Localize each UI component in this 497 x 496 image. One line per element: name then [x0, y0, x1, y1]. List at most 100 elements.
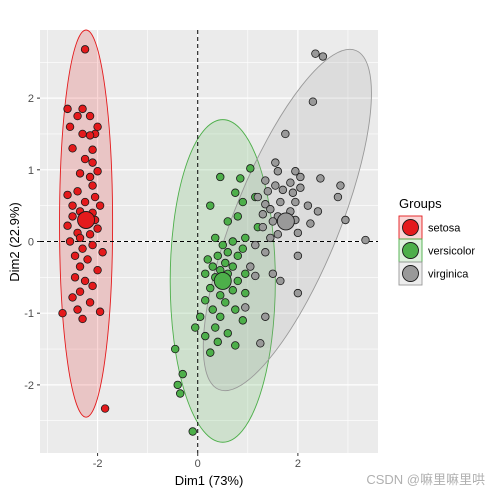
- point-virginica: [241, 303, 250, 312]
- point-virginica: [253, 192, 263, 202]
- point-virginica: [333, 192, 343, 202]
- point-versicolor: [201, 296, 210, 305]
- point-setosa: [100, 404, 110, 413]
- point-setosa: [93, 224, 102, 233]
- group-centroids: [77, 211, 295, 290]
- x-axis-title: Dim1 (73%): [175, 473, 244, 488]
- point-virginica: [306, 219, 315, 228]
- point-setosa: [78, 129, 87, 139]
- point-virginica: [296, 183, 305, 192]
- point-versicolor: [231, 305, 240, 314]
- point-versicolor: [206, 201, 215, 210]
- point-virginica: [271, 181, 280, 190]
- point-virginica: [261, 176, 270, 185]
- point-setosa: [75, 287, 85, 296]
- point-versicolor: [231, 341, 240, 350]
- point-virginica: [256, 339, 265, 348]
- point-virginica: [261, 200, 270, 209]
- legend-entries: setosa versicolor virginica: [398, 215, 475, 286]
- point-versicolor: [196, 312, 205, 321]
- point-versicolor: [236, 174, 245, 183]
- point-versicolor: [203, 255, 212, 264]
- point-versicolor: [211, 323, 220, 332]
- point-setosa: [90, 192, 100, 202]
- point-versicolor: [188, 427, 197, 436]
- point-setosa: [78, 244, 87, 253]
- point-versicolor: [206, 283, 215, 293]
- point-setosa: [68, 144, 77, 153]
- point-setosa: [93, 265, 102, 275]
- point-virginica: [273, 167, 283, 176]
- point-setosa: [80, 154, 90, 164]
- point-setosa: [70, 251, 80, 261]
- point-versicolor: [216, 172, 225, 182]
- point-versicolor: [218, 240, 227, 250]
- point-versicolor: [231, 188, 240, 197]
- point-setosa: [73, 305, 82, 314]
- point-versicolor: [233, 276, 242, 286]
- point-virginica: [246, 262, 255, 271]
- point-versicolor: [208, 305, 217, 314]
- point-virginica: [311, 49, 320, 58]
- point-virginica: [276, 197, 285, 207]
- point-virginica: [308, 97, 318, 106]
- point-versicolor: [191, 323, 200, 332]
- point-virginica: [278, 185, 288, 195]
- y-tick-label: -1: [24, 308, 34, 320]
- point-versicolor: [241, 269, 250, 278]
- point-setosa: [85, 230, 95, 239]
- point-virginica: [303, 201, 313, 210]
- point-virginica: [251, 240, 260, 250]
- point-virginica: [291, 167, 300, 176]
- point-virginica: [318, 52, 328, 61]
- point-versicolor: [170, 344, 180, 354]
- legend-label-setosa: setosa: [428, 223, 461, 235]
- point-setosa: [80, 45, 90, 54]
- point-versicolor: [213, 337, 222, 347]
- y-tick-label: 0: [28, 237, 34, 249]
- point-setosa: [68, 212, 77, 221]
- point-versicolor: [238, 197, 247, 207]
- point-virginica: [258, 210, 268, 219]
- point-setosa: [88, 145, 97, 154]
- point-versicolor: [221, 298, 230, 307]
- point-versicolor: [228, 262, 237, 271]
- centroid-setosa: [77, 211, 96, 229]
- point-setosa: [93, 122, 102, 131]
- point-versicolor: [206, 348, 215, 357]
- point-versicolor: [216, 291, 225, 300]
- legend-label-virginica: virginica: [428, 269, 469, 281]
- point-versicolor: [228, 237, 237, 246]
- point-setosa: [65, 237, 75, 246]
- point-versicolor: [241, 233, 250, 243]
- point-virginica: [261, 312, 270, 321]
- point-virginica: [266, 233, 275, 243]
- point-versicolor: [208, 262, 217, 271]
- point-setosa: [88, 240, 97, 250]
- point-setosa: [63, 104, 72, 114]
- point-versicolor: [246, 164, 255, 173]
- point-versicolor: [228, 286, 237, 295]
- point-versicolor: [223, 217, 232, 226]
- point-versicolor: [241, 288, 250, 298]
- x-axis-ticks: -2 0 2: [93, 453, 301, 470]
- reference-lines: [40, 30, 378, 453]
- point-setosa: [83, 255, 92, 264]
- point-setosa: [95, 201, 105, 210]
- point-virginica: [296, 172, 305, 182]
- point-virginica: [288, 188, 298, 197]
- point-versicolor: [173, 380, 182, 390]
- point-setosa: [73, 111, 82, 121]
- point-setosa: [88, 281, 97, 291]
- point-setosa: [98, 248, 107, 257]
- point-virginica: [251, 271, 260, 281]
- point-setosa: [73, 187, 82, 196]
- point-virginica: [273, 230, 283, 239]
- point-versicolor: [238, 244, 247, 253]
- point-versicolor: [201, 331, 210, 341]
- y-tick-label: 2: [28, 93, 34, 105]
- point-versicolor: [213, 251, 222, 261]
- y-tick-label: -2: [24, 380, 34, 392]
- point-setosa: [68, 293, 77, 302]
- point-setosa: [75, 169, 85, 178]
